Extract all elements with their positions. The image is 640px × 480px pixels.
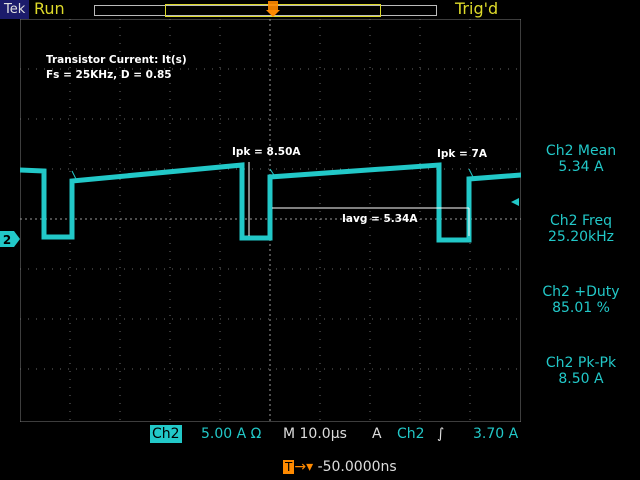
- horizontal-timebase[interactable]: M 10.0µs: [283, 425, 347, 443]
- measurement-label: Ch2 +Duty: [522, 284, 640, 300]
- svg-text:2: 2: [3, 233, 11, 247]
- arrow-right-icon: →▾: [294, 459, 313, 475]
- trigger-mode[interactable]: A: [372, 425, 382, 443]
- measurement-ch2-pkpk: Ch2 Pk-Pk 8.50 A: [522, 355, 640, 387]
- measurement-value: 8.50 A: [522, 371, 640, 387]
- trigger-slope-icon[interactable]: ∫: [437, 425, 444, 443]
- measurement-ch2-freq: Ch2 Freq 25.20kHz: [522, 213, 640, 245]
- measurement-value: 25.20kHz: [522, 229, 640, 245]
- measurement-value: 5.34 A: [522, 159, 640, 175]
- trigger-source[interactable]: Ch2: [397, 425, 425, 443]
- trigger-level[interactable]: 3.70 A: [473, 425, 518, 443]
- measurement-label: Ch2 Freq: [522, 213, 640, 229]
- measurement-ch2-duty: Ch2 +Duty 85.01 %: [522, 284, 640, 316]
- ipk1-label: Ipk = 8.50A: [232, 146, 301, 158]
- vertical-scale[interactable]: 5.00 A Ω: [201, 425, 261, 443]
- waveform-title: Transistor Current: It(s): [46, 54, 187, 66]
- waveform-subtitle: Fs = 25KHz, D = 0.85: [46, 69, 172, 81]
- channel-label[interactable]: Ch2: [150, 425, 182, 443]
- trigger-status: Trig'd: [455, 0, 498, 18]
- channel-2-marker-icon[interactable]: 2: [0, 231, 20, 247]
- measurement-ch2-mean: Ch2 Mean 5.34 A: [522, 143, 640, 175]
- trigger-position-marker: T: [283, 460, 294, 474]
- iavg-label: Iavg = 5.34A: [342, 213, 418, 225]
- ipk2-label: Ipk = 7A: [437, 148, 487, 160]
- settings-bar: Ch2 5.00 A Ω M 10.0µs A Ch2 ∫ 3.70 A: [0, 425, 640, 443]
- measurement-label: Ch2 Pk-Pk: [522, 355, 640, 371]
- brand-logo: Tek: [0, 0, 29, 19]
- horizontal-position[interactable]: T →▾ -50.0000ns: [283, 459, 397, 475]
- position-value: -50.0000ns: [318, 459, 397, 475]
- measurement-label: Ch2 Mean: [522, 143, 640, 159]
- acquisition-status: Run: [34, 0, 65, 18]
- measurement-value: 85.01 %: [522, 300, 640, 316]
